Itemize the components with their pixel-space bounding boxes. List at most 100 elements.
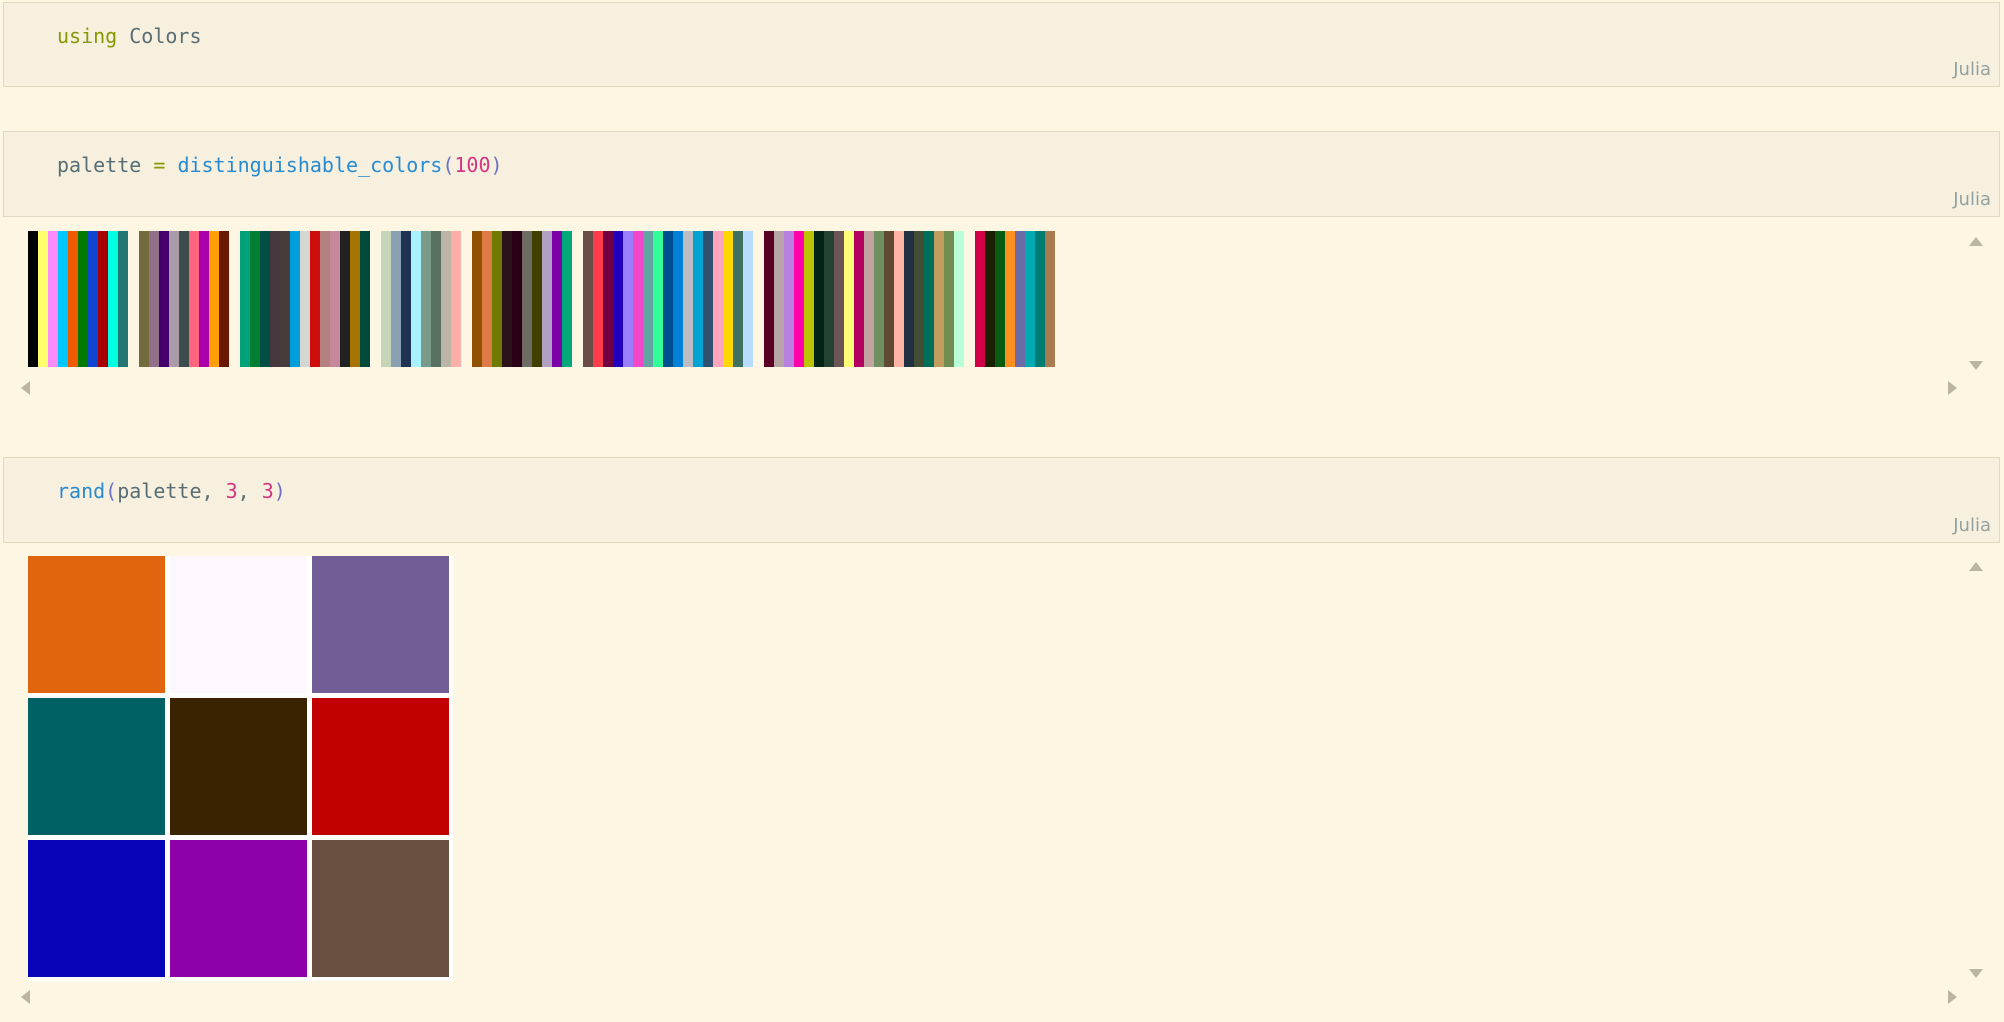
color-tile: [312, 556, 449, 693]
color-swatch: [411, 231, 421, 367]
color-swatch: [532, 231, 542, 367]
color-swatch: [703, 231, 713, 367]
color-swatch: [854, 231, 864, 367]
color-swatch: [58, 231, 68, 367]
code-editor[interactable]: palette = distinguishable_colors(100): [57, 151, 503, 179]
color-tile: [28, 698, 165, 835]
color-swatch: [310, 231, 320, 367]
color-tile: [312, 698, 449, 835]
color-swatch: [713, 231, 723, 367]
color-swatch: [844, 231, 854, 367]
color-swatch: [774, 231, 784, 367]
swatch-group: [583, 231, 753, 367]
color-swatch: [522, 231, 532, 367]
swatch-group: [472, 231, 572, 367]
color-swatch: [330, 231, 340, 367]
cell-3-output: [0, 556, 2004, 1016]
close-paren: ): [490, 153, 503, 177]
color-tile: [170, 840, 307, 977]
color-swatch: [88, 231, 98, 367]
color-swatch: [199, 231, 209, 367]
color-swatch: [542, 231, 552, 367]
color-tile: [28, 840, 165, 977]
color-swatch: [914, 231, 924, 367]
color-swatch: [300, 231, 310, 367]
color-swatch: [189, 231, 199, 367]
color-swatch: [733, 231, 743, 367]
scroll-up-icon[interactable]: [1969, 562, 1983, 571]
color-swatch: [743, 231, 753, 367]
comma: ,: [237, 479, 250, 503]
scroll-left-icon[interactable]: [21, 381, 30, 395]
function-name: distinguishable_colors: [177, 153, 443, 177]
palette-swatch-strip: [28, 231, 1066, 367]
scroll-down-icon[interactable]: [1969, 969, 1983, 978]
scroll-up-icon[interactable]: [1969, 237, 1983, 246]
color-swatch: [179, 231, 189, 367]
color-swatch: [894, 231, 904, 367]
color-swatch: [874, 231, 884, 367]
color-swatch: [250, 231, 260, 367]
open-paren: (: [442, 153, 455, 177]
scroll-right-icon[interactable]: [1948, 990, 1957, 1004]
color-swatch: [603, 231, 613, 367]
color-swatch: [583, 231, 593, 367]
number-arg: 3: [225, 479, 238, 503]
swatch-group: [240, 231, 370, 367]
number-arg: 3: [261, 479, 274, 503]
color-swatch: [1035, 231, 1045, 367]
color-swatch: [814, 231, 824, 367]
color-swatch: [824, 231, 834, 367]
color-swatch: [260, 231, 270, 367]
color-tile: [312, 840, 449, 977]
code-editor[interactable]: rand(palette, 3, 3): [57, 477, 286, 505]
color-swatch: [209, 231, 219, 367]
color-swatch: [633, 231, 643, 367]
color-swatch: [391, 231, 401, 367]
color-swatch: [864, 231, 874, 367]
cell-2-output: [0, 231, 2004, 401]
language-label: Julia: [1953, 189, 1991, 210]
swatch-group: [975, 231, 1055, 367]
color-swatch: [653, 231, 663, 367]
scroll-left-icon[interactable]: [21, 990, 30, 1004]
color-swatch: [552, 231, 562, 367]
color-swatch: [1005, 231, 1015, 367]
color-swatch: [350, 231, 360, 367]
color-swatch: [944, 231, 954, 367]
color-swatch: [834, 231, 844, 367]
color-swatch: [934, 231, 944, 367]
color-swatch: [1045, 231, 1055, 367]
color-swatch: [673, 231, 683, 367]
color-swatch: [954, 231, 964, 367]
code-cell-1[interactable]: using Colors Julia: [3, 2, 2000, 87]
swatch-group: [139, 231, 229, 367]
scroll-down-icon[interactable]: [1969, 361, 1983, 370]
open-paren: (: [105, 479, 118, 503]
color-swatch: [562, 231, 572, 367]
color-swatch: [240, 231, 250, 367]
color-swatch: [1025, 231, 1035, 367]
close-paren: ): [273, 479, 286, 503]
color-swatch: [219, 231, 229, 367]
code-cell-3[interactable]: rand(palette, 3, 3) Julia: [3, 457, 2000, 543]
color-swatch: [884, 231, 894, 367]
assign-operator: =: [153, 153, 166, 177]
color-swatch: [723, 231, 733, 367]
color-swatch: [904, 231, 914, 367]
color-swatch: [451, 231, 461, 367]
color-swatch: [280, 231, 290, 367]
code-cell-2[interactable]: palette = distinguishable_colors(100) Ju…: [3, 131, 2000, 217]
comma: ,: [201, 479, 214, 503]
color-swatch: [975, 231, 985, 367]
color-swatch: [663, 231, 673, 367]
color-swatch: [421, 231, 431, 367]
code-editor[interactable]: using Colors: [57, 22, 202, 50]
scroll-right-icon[interactable]: [1948, 381, 1957, 395]
color-swatch: [794, 231, 804, 367]
color-swatch: [169, 231, 179, 367]
color-swatch: [320, 231, 330, 367]
color-swatch: [593, 231, 603, 367]
color-swatch: [643, 231, 653, 367]
color-swatch: [401, 231, 411, 367]
